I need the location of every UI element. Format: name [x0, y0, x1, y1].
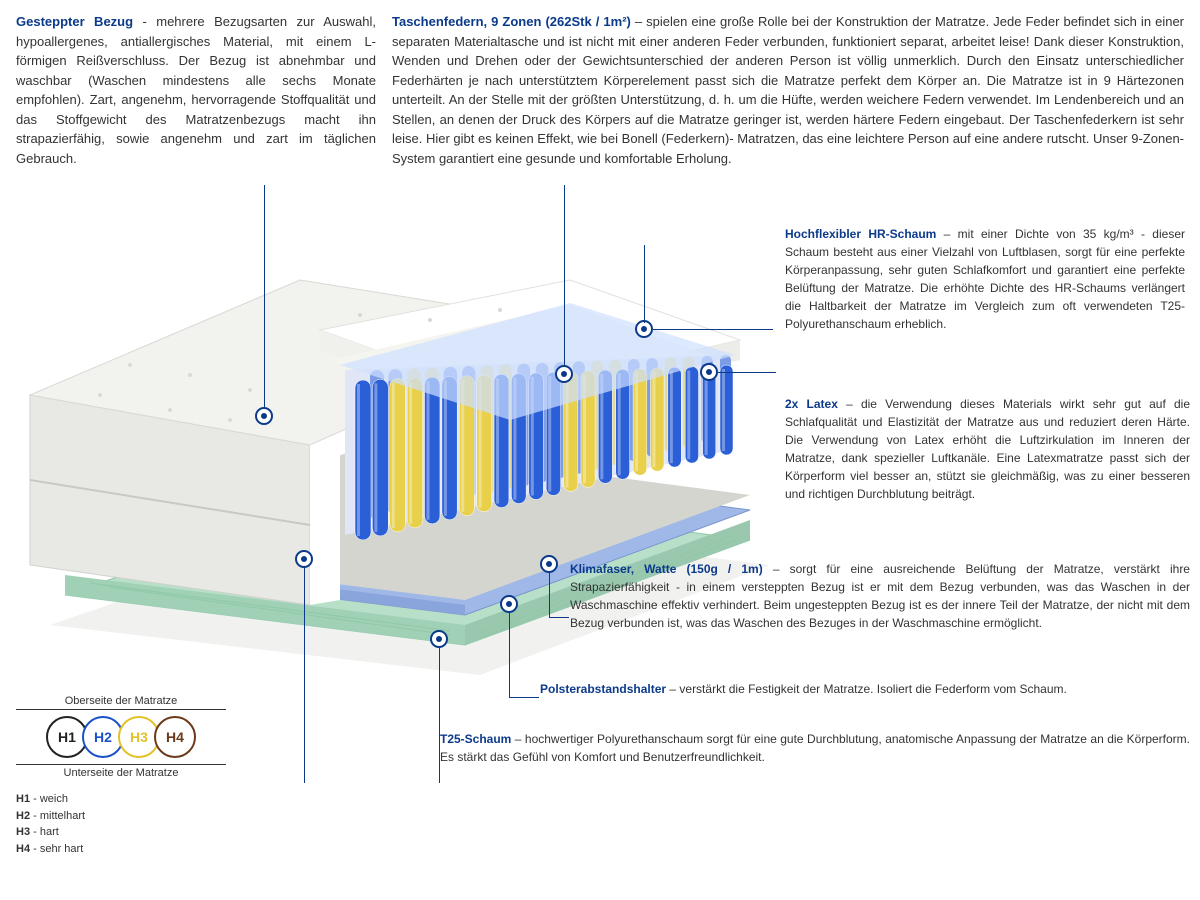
callout-polster: [500, 595, 518, 613]
legend-top-label: Oberseite der Matratze: [16, 695, 226, 707]
legend-key-row: H1 - weich: [16, 791, 226, 808]
hr-foam-block: Hochflexibler HR-Schaum – mit einer Dich…: [785, 225, 1185, 333]
callout-side: [295, 550, 313, 568]
polster-block: Polsterabstandshalter – verstärkt die Fe…: [540, 680, 1190, 698]
legend-bottom-label: Unterseite der Matratze: [16, 767, 226, 779]
klima-block: Klimafaser, Watte (150g / 1m) – sorgt fü…: [570, 560, 1190, 632]
legend-key-row: H3 - hart: [16, 824, 226, 841]
callout-t25: [430, 630, 448, 648]
callout-klima: [540, 555, 558, 573]
legend-key-row: H2 - mittelhart: [16, 808, 226, 825]
springs-paragraph: Taschenfedern, 9 Zonen (262Stk / 1m²) – …: [392, 12, 1184, 168]
firmness-legend: Oberseite der Matratze H1H2H3H4 Untersei…: [16, 695, 226, 857]
latex-block: 2x Latex – die Verwendung dieses Materia…: [785, 395, 1190, 503]
firmness-circle-h4: H4: [154, 716, 196, 758]
callout-latex: [700, 363, 718, 381]
callout-springs: [555, 365, 573, 383]
cover-paragraph: Gesteppter Bezug - mehrere Bezugsarten z…: [16, 12, 376, 168]
legend-key-row: H4 - sehr hart: [16, 841, 226, 858]
callout-cover: [255, 407, 273, 425]
t25-block: T25-Schaum – hochwertiger Polyurethansch…: [440, 730, 1190, 766]
